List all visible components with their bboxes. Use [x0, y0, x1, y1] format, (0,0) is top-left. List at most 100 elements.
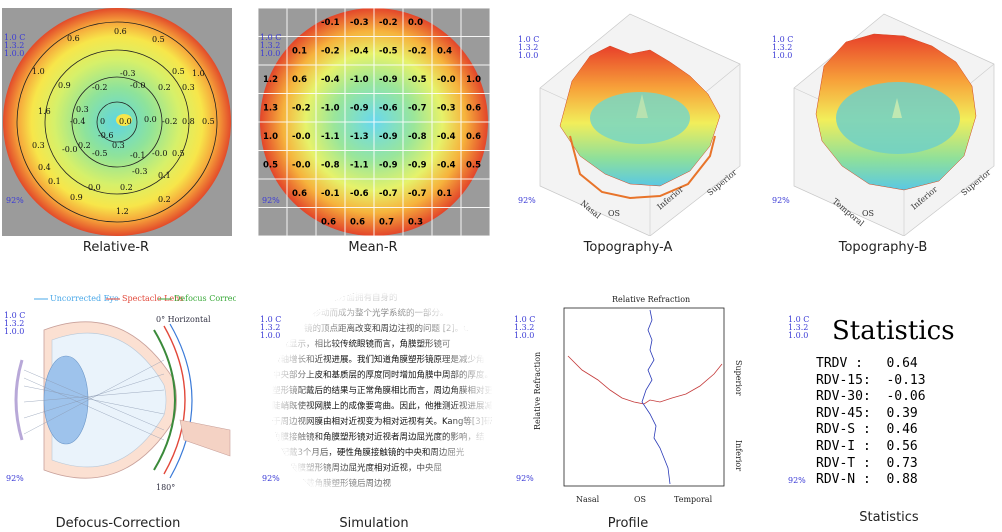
profile-ylabel: Relative Refraction	[533, 352, 542, 430]
metadata-block: 1.0 C 1.3.2 1.0.0	[4, 311, 26, 336]
contour-value: 1.2	[116, 207, 129, 216]
percentage-label: 92%	[516, 474, 534, 483]
caption-simulation: Simulation	[339, 516, 409, 531]
contour-value: -0.3	[120, 69, 135, 78]
statistics-row: RDV-15: -0.13	[816, 373, 926, 388]
caption-topography-a: Topography-A	[583, 240, 673, 255]
panel-relative-r: 0.6 0.6 0.5 1.0 -0.3 0.5 1.0 0.9 -0.2 -0.0 0.2 0.3 1…	[0, 0, 232, 262]
profile-os-label: OS	[634, 495, 646, 504]
statistics-label: RDV-15:	[816, 372, 879, 388]
grid-cell-value: 0.5	[466, 161, 481, 171]
caption-profile: Profile	[607, 516, 649, 531]
grid-cell-value: -0.1	[321, 18, 340, 28]
simulation-text-line: 近视进展中	[272, 494, 315, 505]
grid-cell-value: -0.7	[408, 189, 427, 199]
panel-topography-b: Temporal OS Inferior Superior 1.0 C 1.3.2…	[764, 0, 1002, 262]
grid-cell-value: -0.6	[379, 104, 398, 114]
contour-value: -0.6	[98, 131, 113, 140]
grid-cell-value: -0.9	[379, 132, 398, 142]
statistics-value: 0.46	[878, 422, 918, 438]
panel-defocus-correction: Uncorrected Eye Spectacle Lens Defocus C…	[0, 290, 236, 532]
label-180: 180°	[156, 483, 175, 492]
statistics-value: 0.39	[878, 405, 918, 421]
statistics-title: Statistics	[832, 316, 955, 346]
grid-cell-value: 1.2	[263, 75, 278, 85]
grid-cell-value: -0.6	[350, 189, 369, 199]
contour-value: 0.0	[119, 117, 132, 126]
panel-profile: Relative Refraction Relative Refraction …	[510, 290, 746, 532]
caption-mean-r: Mean-R	[348, 240, 398, 255]
contour-value: 0.1	[158, 171, 171, 180]
grid-cell-value: -0.0	[292, 161, 311, 171]
contour-value: 0.2	[158, 83, 171, 92]
grid-cell-value: 0.6	[466, 132, 481, 142]
metadata-block: 1.0 C 1.3.2 1.0.0	[772, 35, 794, 60]
contour-value: -0.2	[162, 117, 177, 126]
panel-mean-r: -0.1 -0.3 -0.2 0.0 0.1 -0.2 -0.4 -0.5 -0.2 0.4 1.2…	[256, 0, 490, 262]
statistics-row: RDV-30: -0.06	[816, 389, 926, 404]
panel-simulation: 控制近视方面拥有自身的于移动而成为整个光学系统的一部分。镜的顶点距离改变和周边注…	[256, 290, 492, 532]
statistics-value: 0.56	[878, 439, 918, 454]
caption-statistics: Statistics	[859, 510, 919, 525]
grid-cell-value: 0.3	[408, 218, 423, 228]
profile-inferior-label: Inferior	[734, 440, 743, 471]
topography-a-surface: Nasal OS Inferior Superior	[539, 13, 741, 236]
grid-cell-value: 0.6	[292, 189, 307, 199]
topo-b-os-label: OS	[862, 209, 874, 218]
grid-cell-value: -0.3	[350, 18, 369, 28]
grid-cell-value: -0.4	[350, 47, 369, 57]
contour-value: 0.2	[120, 183, 133, 192]
grid-cell-value: 1.3	[263, 104, 278, 114]
statistics-value: -0.06	[878, 389, 926, 405]
grid-cell-value: -1.0	[321, 104, 340, 114]
contour-value: -0.1	[130, 151, 145, 160]
contour-value: 0.6	[67, 34, 80, 43]
percentage-label: 92%	[262, 196, 280, 205]
metadata-block: 1.0 C 1.3.2 1.0.0	[518, 35, 540, 60]
grid-cell-value: -0.5	[408, 75, 427, 85]
contour-value: 0.9	[70, 193, 83, 202]
grid-cell-value: -0.0	[437, 75, 456, 85]
percentage-label: 92%	[6, 196, 24, 205]
contour-value: 1.0	[32, 67, 45, 76]
contour-value: 0.9	[58, 81, 71, 90]
contour-value: -0.4	[70, 117, 85, 126]
statistics-row: RDV-S : 0.46	[816, 422, 918, 437]
grid-cell-value: -1.3	[350, 132, 369, 142]
metadata-block: 1.0 C 1.3.2 1.0.0	[514, 315, 536, 340]
grid-cell-value: 0.7	[379, 218, 394, 228]
grid-cell-value: -1.1	[350, 161, 369, 171]
statistics-label: RDV-45:	[816, 405, 879, 421]
grid-cell-value: -0.2	[292, 104, 311, 114]
contour-value: -0.5	[92, 149, 107, 158]
grid-cell-value: -1.0	[350, 75, 369, 85]
contour-value: 0.5	[172, 67, 185, 76]
simulation-text-image: 控制近视方面拥有自身的于移动而成为整个光学系统的一部分。镜的顶点距离改变和周边注…	[271, 290, 492, 512]
legend-spectacle: Spectacle Lens	[122, 294, 183, 303]
contour-value: -0.3	[132, 167, 147, 176]
panel-topography-a: Nasal OS Inferior Superior 1.0 C 1.3.2 1.0…	[510, 0, 746, 262]
statistics-row: RDV-N : 0.88	[816, 472, 918, 487]
statistics-row: TRDV : 0.64	[816, 356, 918, 371]
grid-cell-value: -0.9	[379, 161, 398, 171]
contour-value: 0.3	[182, 83, 195, 92]
topography-b-surface: Temporal OS Inferior Superior	[793, 13, 995, 236]
panel-statistics: 1.0 C 1.3.2 1.0.0 Statistics TRDV : 0.64 RD…	[764, 290, 1002, 532]
topo-a-os-label: OS	[608, 209, 620, 218]
legend-defocus: Defocus Correction	[174, 294, 236, 303]
grid-cell-value: -0.7	[408, 104, 427, 114]
profile-plot: Relative Refraction Relative Refraction …	[533, 295, 743, 504]
profile-superior-label: Superior	[734, 360, 743, 396]
grid-cell-value: 0.6	[321, 218, 336, 228]
statistics-label: RDV-S :	[816, 422, 879, 438]
grid-cell-value: -0.8	[321, 161, 340, 171]
grid-cell-value: 1.0	[263, 132, 278, 142]
profile-nasal-label: Nasal	[576, 495, 600, 504]
grid-cell-value: 1.0	[466, 75, 481, 85]
statistics-value: 0.73	[878, 455, 918, 471]
statistics-row: RDV-I : 0.56	[816, 439, 918, 454]
grid-cell-value: -0.2	[321, 47, 340, 57]
grid-cell-value: -0.4	[321, 75, 340, 85]
statistics-label: RDV-I :	[816, 439, 879, 454]
caption-topography-b: Topography-B	[838, 240, 928, 255]
